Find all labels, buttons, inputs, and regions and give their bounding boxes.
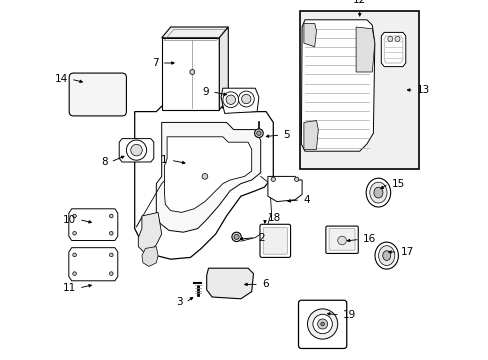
- Polygon shape: [156, 122, 260, 232]
- Text: 2: 2: [258, 233, 264, 243]
- Text: 3: 3: [176, 297, 183, 307]
- Polygon shape: [138, 212, 162, 252]
- Circle shape: [254, 129, 263, 138]
- Polygon shape: [303, 23, 316, 47]
- Circle shape: [337, 236, 346, 245]
- Circle shape: [307, 309, 337, 339]
- Text: 5: 5: [283, 130, 289, 140]
- Circle shape: [225, 95, 235, 104]
- Circle shape: [189, 69, 194, 75]
- Polygon shape: [134, 106, 273, 259]
- Polygon shape: [219, 27, 228, 110]
- Text: 6: 6: [261, 279, 268, 289]
- Circle shape: [234, 234, 239, 239]
- Ellipse shape: [373, 187, 382, 198]
- FancyBboxPatch shape: [260, 224, 290, 257]
- Circle shape: [387, 36, 392, 41]
- Text: 14: 14: [55, 74, 68, 84]
- Polygon shape: [267, 176, 302, 202]
- Text: 15: 15: [390, 179, 404, 189]
- Circle shape: [317, 319, 327, 329]
- Polygon shape: [303, 121, 318, 149]
- Text: 18: 18: [268, 213, 281, 223]
- Circle shape: [312, 314, 332, 334]
- Text: 12: 12: [352, 0, 366, 5]
- Circle shape: [109, 253, 113, 257]
- Text: 16: 16: [362, 234, 375, 244]
- Text: 17: 17: [400, 247, 413, 257]
- Polygon shape: [119, 139, 153, 162]
- Polygon shape: [221, 88, 258, 113]
- Polygon shape: [162, 27, 228, 38]
- Circle shape: [231, 232, 241, 242]
- Polygon shape: [164, 137, 251, 212]
- Circle shape: [241, 94, 250, 104]
- Text: 9: 9: [202, 87, 209, 97]
- Circle shape: [109, 231, 113, 235]
- Ellipse shape: [378, 246, 394, 266]
- FancyBboxPatch shape: [69, 73, 126, 116]
- Ellipse shape: [374, 242, 398, 269]
- Circle shape: [109, 214, 113, 218]
- Polygon shape: [162, 38, 219, 110]
- Polygon shape: [142, 247, 158, 266]
- Circle shape: [223, 92, 238, 108]
- Bar: [300, 11, 418, 169]
- Text: 10: 10: [63, 215, 76, 225]
- Circle shape: [130, 144, 142, 156]
- FancyBboxPatch shape: [263, 228, 287, 254]
- Ellipse shape: [366, 178, 390, 207]
- Circle shape: [202, 174, 207, 179]
- Circle shape: [320, 322, 324, 326]
- Circle shape: [73, 231, 76, 235]
- Polygon shape: [301, 20, 374, 151]
- Circle shape: [270, 177, 275, 181]
- Ellipse shape: [369, 182, 386, 203]
- Circle shape: [73, 253, 76, 257]
- FancyBboxPatch shape: [298, 300, 346, 348]
- Bar: [300, 11, 418, 169]
- FancyBboxPatch shape: [325, 226, 358, 253]
- Text: 1: 1: [161, 155, 167, 165]
- Polygon shape: [355, 27, 374, 72]
- Circle shape: [394, 36, 399, 41]
- Text: 8: 8: [101, 157, 107, 167]
- Circle shape: [109, 272, 113, 275]
- Text: 13: 13: [416, 85, 429, 95]
- Polygon shape: [381, 32, 405, 67]
- Circle shape: [73, 272, 76, 275]
- Circle shape: [256, 131, 261, 135]
- Polygon shape: [69, 209, 118, 240]
- Text: 7: 7: [152, 58, 159, 68]
- Circle shape: [126, 140, 146, 160]
- Circle shape: [294, 177, 298, 181]
- Polygon shape: [69, 248, 118, 281]
- Circle shape: [73, 214, 76, 218]
- Polygon shape: [206, 268, 253, 299]
- Ellipse shape: [382, 251, 390, 261]
- Text: 4: 4: [303, 195, 309, 205]
- FancyBboxPatch shape: [328, 229, 354, 250]
- Text: 11: 11: [62, 283, 76, 293]
- Circle shape: [238, 91, 254, 107]
- Text: 19: 19: [342, 310, 355, 320]
